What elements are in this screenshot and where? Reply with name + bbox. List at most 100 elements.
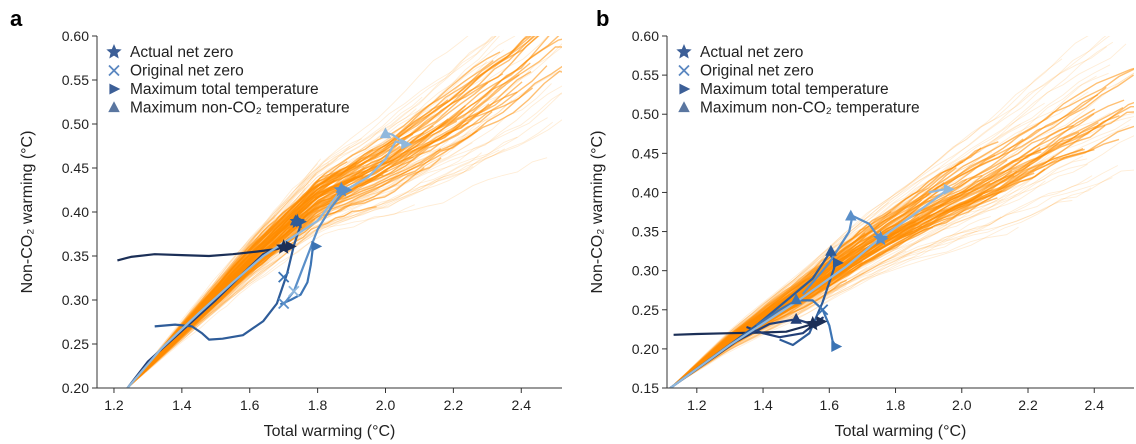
y-tick-label: 0.60 bbox=[62, 28, 89, 44]
marker-max-total bbox=[401, 138, 413, 150]
y-tick-label: 0.15 bbox=[632, 380, 659, 396]
ensemble-line bbox=[136, 83, 552, 380]
y-tick-label: 0.40 bbox=[62, 204, 89, 220]
legend-actual-net-zero-label: Actual net zero bbox=[130, 44, 233, 61]
y-tick-label: 0.45 bbox=[62, 160, 89, 176]
ensemble-line bbox=[127, 85, 562, 388]
legend-actual-net-zero-label: Actual net zero bbox=[700, 44, 803, 61]
ensemble-line bbox=[130, 149, 500, 386]
ensemble-line bbox=[676, 202, 889, 383]
ensemble-line bbox=[688, 147, 1084, 376]
ensemble-line bbox=[681, 58, 1063, 378]
ensemble-line bbox=[146, 148, 506, 371]
y-tick-label: 0.30 bbox=[62, 292, 89, 308]
marker-original-net-zero bbox=[278, 271, 290, 283]
ensemble-line bbox=[688, 251, 912, 376]
legend-maximum-non-co2-temperature-label: Maximum non-CO₂ temperature bbox=[130, 100, 350, 117]
ensemble-line bbox=[132, 36, 497, 383]
ensemble-line bbox=[683, 135, 1134, 379]
x-tick-label: 2.2 bbox=[1018, 397, 1038, 413]
ensemble-line bbox=[674, 155, 1084, 385]
legend-maximum-total-temperature-label: Maximum total temperature bbox=[700, 81, 889, 98]
ensemble-line bbox=[677, 244, 837, 382]
legend-maximum-total-temperature-icon bbox=[109, 83, 121, 95]
y-tick-label: 0.60 bbox=[632, 28, 659, 44]
ensemble-line bbox=[135, 170, 403, 381]
marker-max-non-co2 bbox=[790, 312, 802, 324]
ensemble-line bbox=[136, 145, 351, 377]
ensemble-line bbox=[671, 46, 1107, 387]
ensemble-line bbox=[131, 93, 562, 385]
ensemble-line bbox=[679, 158, 1088, 383]
ensemble-line bbox=[671, 127, 1041, 388]
y-tick-label: 0.20 bbox=[62, 380, 89, 396]
marker-max-total bbox=[816, 316, 828, 327]
y-axis-title: Non-CO₂ warming (°C) bbox=[589, 131, 606, 294]
ensemble-line bbox=[684, 75, 1097, 375]
marker-original-net-zero bbox=[817, 304, 829, 316]
ensemble-line bbox=[686, 151, 1000, 375]
ensemble-line bbox=[682, 226, 1019, 381]
ensemble-line bbox=[129, 36, 469, 386]
legend-original-net-zero: Original net zero bbox=[108, 63, 244, 80]
legend-maximum-total-temperature: Maximum total temperature bbox=[109, 81, 319, 98]
y-tick-label: 0.55 bbox=[632, 67, 659, 83]
marker-max-total bbox=[943, 183, 955, 195]
x-axis-title: Total warming (°C) bbox=[835, 423, 967, 440]
x-tick-label: 1.8 bbox=[886, 397, 906, 413]
series-group bbox=[669, 183, 955, 388]
chart-panel-a: 0.20 0.25 0.30 0.35 0.40 0.45 0.50 0.55 0.60 1.2 1… bbox=[10, 6, 562, 440]
x-tick-label: 1.4 bbox=[172, 397, 192, 413]
legend-actual-net-zero: Actual net zero bbox=[676, 43, 803, 61]
x-tick-label: 1.4 bbox=[753, 397, 773, 413]
legend-original-net-zero-label: Original net zero bbox=[700, 63, 814, 80]
ensemble-line bbox=[678, 187, 1092, 384]
ensemble-line bbox=[676, 188, 924, 383]
marker-original-net-zero bbox=[278, 297, 290, 310]
ensemble-line bbox=[687, 303, 816, 378]
ensemble-line bbox=[128, 241, 312, 388]
x-tick-label: 1.6 bbox=[820, 397, 840, 413]
ensemble-line bbox=[134, 195, 370, 382]
legend-maximum-non-co2-temperature-icon bbox=[678, 101, 690, 113]
ensemble-line bbox=[688, 36, 1089, 371]
ensemble-line bbox=[672, 36, 1107, 387]
panel-label: a bbox=[10, 6, 23, 31]
marker-max-non-co2 bbox=[825, 244, 837, 256]
marker-max-non-co2 bbox=[335, 181, 348, 193]
ensemble-line bbox=[127, 117, 548, 388]
series-group bbox=[117, 127, 413, 388]
ensemble-line bbox=[683, 200, 1073, 380]
marker-max-total bbox=[831, 341, 843, 352]
x-tick-label: 2.0 bbox=[952, 397, 972, 413]
ensemble-line bbox=[675, 159, 1008, 385]
x-tick-label: 1.8 bbox=[308, 397, 328, 413]
legend-maximum-non-co2-temperature: Maximum non-CO₂ temperature bbox=[108, 100, 350, 117]
legend-original-net-zero-label: Original net zero bbox=[130, 63, 244, 80]
ensemble-line bbox=[138, 119, 562, 379]
marker-max-non-co2 bbox=[790, 293, 802, 305]
ensemble-line bbox=[137, 125, 434, 377]
ensemble-line bbox=[132, 92, 562, 384]
ensemble-line bbox=[130, 157, 548, 386]
marker-max-total bbox=[832, 257, 844, 269]
ensemble-line bbox=[688, 216, 991, 377]
chart-panel-b: 0.15 0.20 0.25 0.30 0.35 0.40 0.45 0.50 0.55 0.60… bbox=[589, 6, 1134, 440]
ensemble-line bbox=[130, 36, 494, 385]
ensemble-line bbox=[145, 210, 354, 373]
series-line bbox=[126, 244, 285, 388]
ensemble-line bbox=[677, 36, 1111, 382]
legend-actual-net-zero-icon bbox=[676, 43, 692, 59]
y-tick-label: 0.25 bbox=[62, 336, 89, 352]
ensemble-line bbox=[140, 36, 549, 374]
ensemble-line bbox=[133, 142, 473, 383]
y-tick-label: 0.35 bbox=[632, 224, 659, 240]
legend-actual-net-zero-icon bbox=[106, 43, 122, 59]
marker-max-total bbox=[285, 240, 297, 252]
marker-max-total bbox=[311, 240, 323, 252]
legend: Actual net zero Original net zeroMaximum … bbox=[676, 43, 920, 117]
legend-original-net-zero-icon bbox=[678, 64, 690, 77]
y-tick-label: 0.45 bbox=[632, 145, 659, 161]
